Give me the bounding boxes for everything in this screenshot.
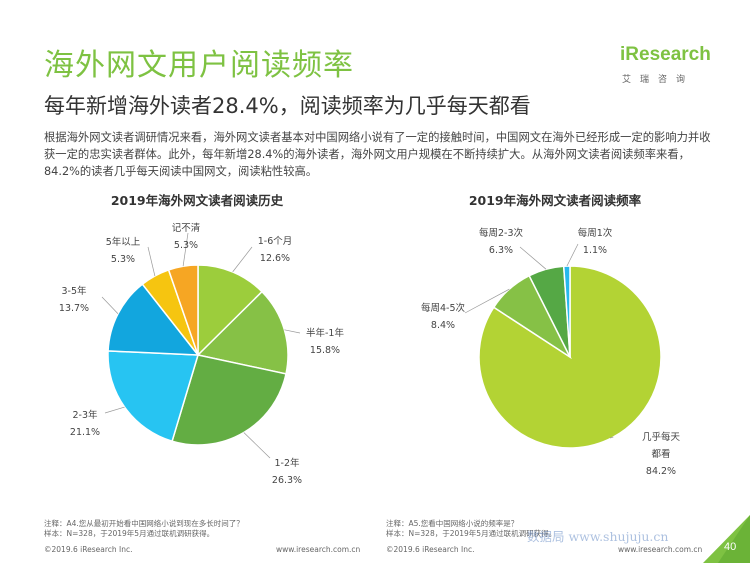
watermark-text: 数据局 www.shujuju.cn <box>527 529 669 544</box>
logo-name: iResearch <box>620 44 711 65</box>
chart-title-frequency: 2019年海外网文读者阅读频率 <box>469 193 642 208</box>
note-left-line2: 样本：N=328，于2019年5月通过联机调研获得。 <box>44 529 215 538</box>
note-left-line1: 注释：A4.您从最初开始看中国网络小说到现在多长时间了？ <box>44 519 244 528</box>
body-text: 根据海外网文读者调研情况来看，海外网文读者基本对中国网络小说有了一定的接触时间，… <box>44 131 711 178</box>
category-label-1: 几乎每天 <box>642 431 681 443</box>
category-label-1: 都看 <box>651 448 670 460</box>
footer-copyright-left: ©2019.6 iResearch Inc. <box>44 545 133 554</box>
pie-chart-reading-history: 2019年海外网文读者阅读历史 1-6个月 12.6% 半年-1年 15.8% 1-2年… <box>59 193 345 486</box>
pie-slice-1 <box>197 264 264 357</box>
leader-line-5 <box>101 296 119 315</box>
value-label-2: 8.4% <box>431 320 455 331</box>
value-label-1: 12.6% <box>260 253 290 264</box>
iresearch-logo: iResearch 艾瑞咨询 <box>620 44 712 88</box>
category-label-4: 每周1次 <box>578 227 613 239</box>
category-label-1: 1-6个月 <box>258 236 293 247</box>
footer-url-left: www.iresearch.com.cn <box>276 545 361 554</box>
category-label-2: 每周4-5次 <box>421 302 466 314</box>
leader-line-6 <box>147 246 156 277</box>
note-right: 注释：A5.您看中国网络小说的频率是？ 样本：N=328，于2019年5月通过联… <box>386 519 556 539</box>
note-right-line2: 样本：N=328，于2019年5月通过联机调研获得。 <box>386 529 557 538</box>
leader-line-2 <box>284 329 301 334</box>
pie-slice-7 <box>167 264 199 356</box>
value-label-5: 13.7% <box>59 303 89 314</box>
category-label-4: 2-3年 <box>72 409 98 421</box>
value-label-3: 6.3% <box>489 245 513 256</box>
page-subtitle: 每年新增海外读者28.4%，阅读频率为几乎每天都看 <box>44 94 531 118</box>
value-label-7: 5.3% <box>174 240 198 251</box>
footer-url-right: www.iresearch.com.cn <box>618 545 703 554</box>
logo-cn: 艾瑞咨询 <box>622 75 695 85</box>
value-label-4: 21.1% <box>70 427 100 438</box>
value-label-1: 84.2% <box>646 466 676 477</box>
leader-line-3 <box>243 432 271 459</box>
value-label-2: 15.8% <box>310 345 340 356</box>
category-label-6: 5年以上 <box>106 236 141 248</box>
note-left: 注释：A4.您从最初开始看中国网络小说到现在多长时间了？ 样本：N=328，于2… <box>44 519 244 539</box>
pie-chart-reading-frequency: 2019年海外网文读者阅读频率 几乎每天都看 84.2% 每周4-5次 8.4% 每周2… <box>421 193 681 477</box>
category-label-3: 1-2年 <box>274 457 300 469</box>
value-label-6: 5.3% <box>111 254 135 265</box>
category-label-2: 半年-1年 <box>306 327 344 339</box>
category-label-7: 记不清 <box>172 222 201 234</box>
value-label-4: 1.1% <box>583 245 607 256</box>
leader-line-4 <box>566 243 579 267</box>
page-title: 海外网文用户阅读频率 <box>44 48 354 83</box>
footer-copyright-right: ©2019.6 iResearch Inc. <box>386 545 475 554</box>
category-label-3: 每周2-3次 <box>479 227 524 239</box>
leader-line-4 <box>104 406 125 414</box>
leader-line-1 <box>609 436 614 439</box>
page-number: 40 <box>724 541 737 553</box>
note-right-line1: 注释：A5.您看中国网络小说的频率是？ <box>386 519 519 528</box>
leader-line-1 <box>232 246 253 273</box>
pie-slice-3 <box>171 354 287 446</box>
value-label-3: 26.3% <box>272 475 302 486</box>
chart-title-history: 2019年海外网文读者阅读历史 <box>111 193 284 208</box>
category-label-5: 3-5年 <box>61 285 87 297</box>
leader-line-2 <box>464 288 510 314</box>
leader-line-3 <box>519 246 547 270</box>
pie-slice-2 <box>196 290 289 375</box>
leader-line-7 <box>182 232 189 267</box>
